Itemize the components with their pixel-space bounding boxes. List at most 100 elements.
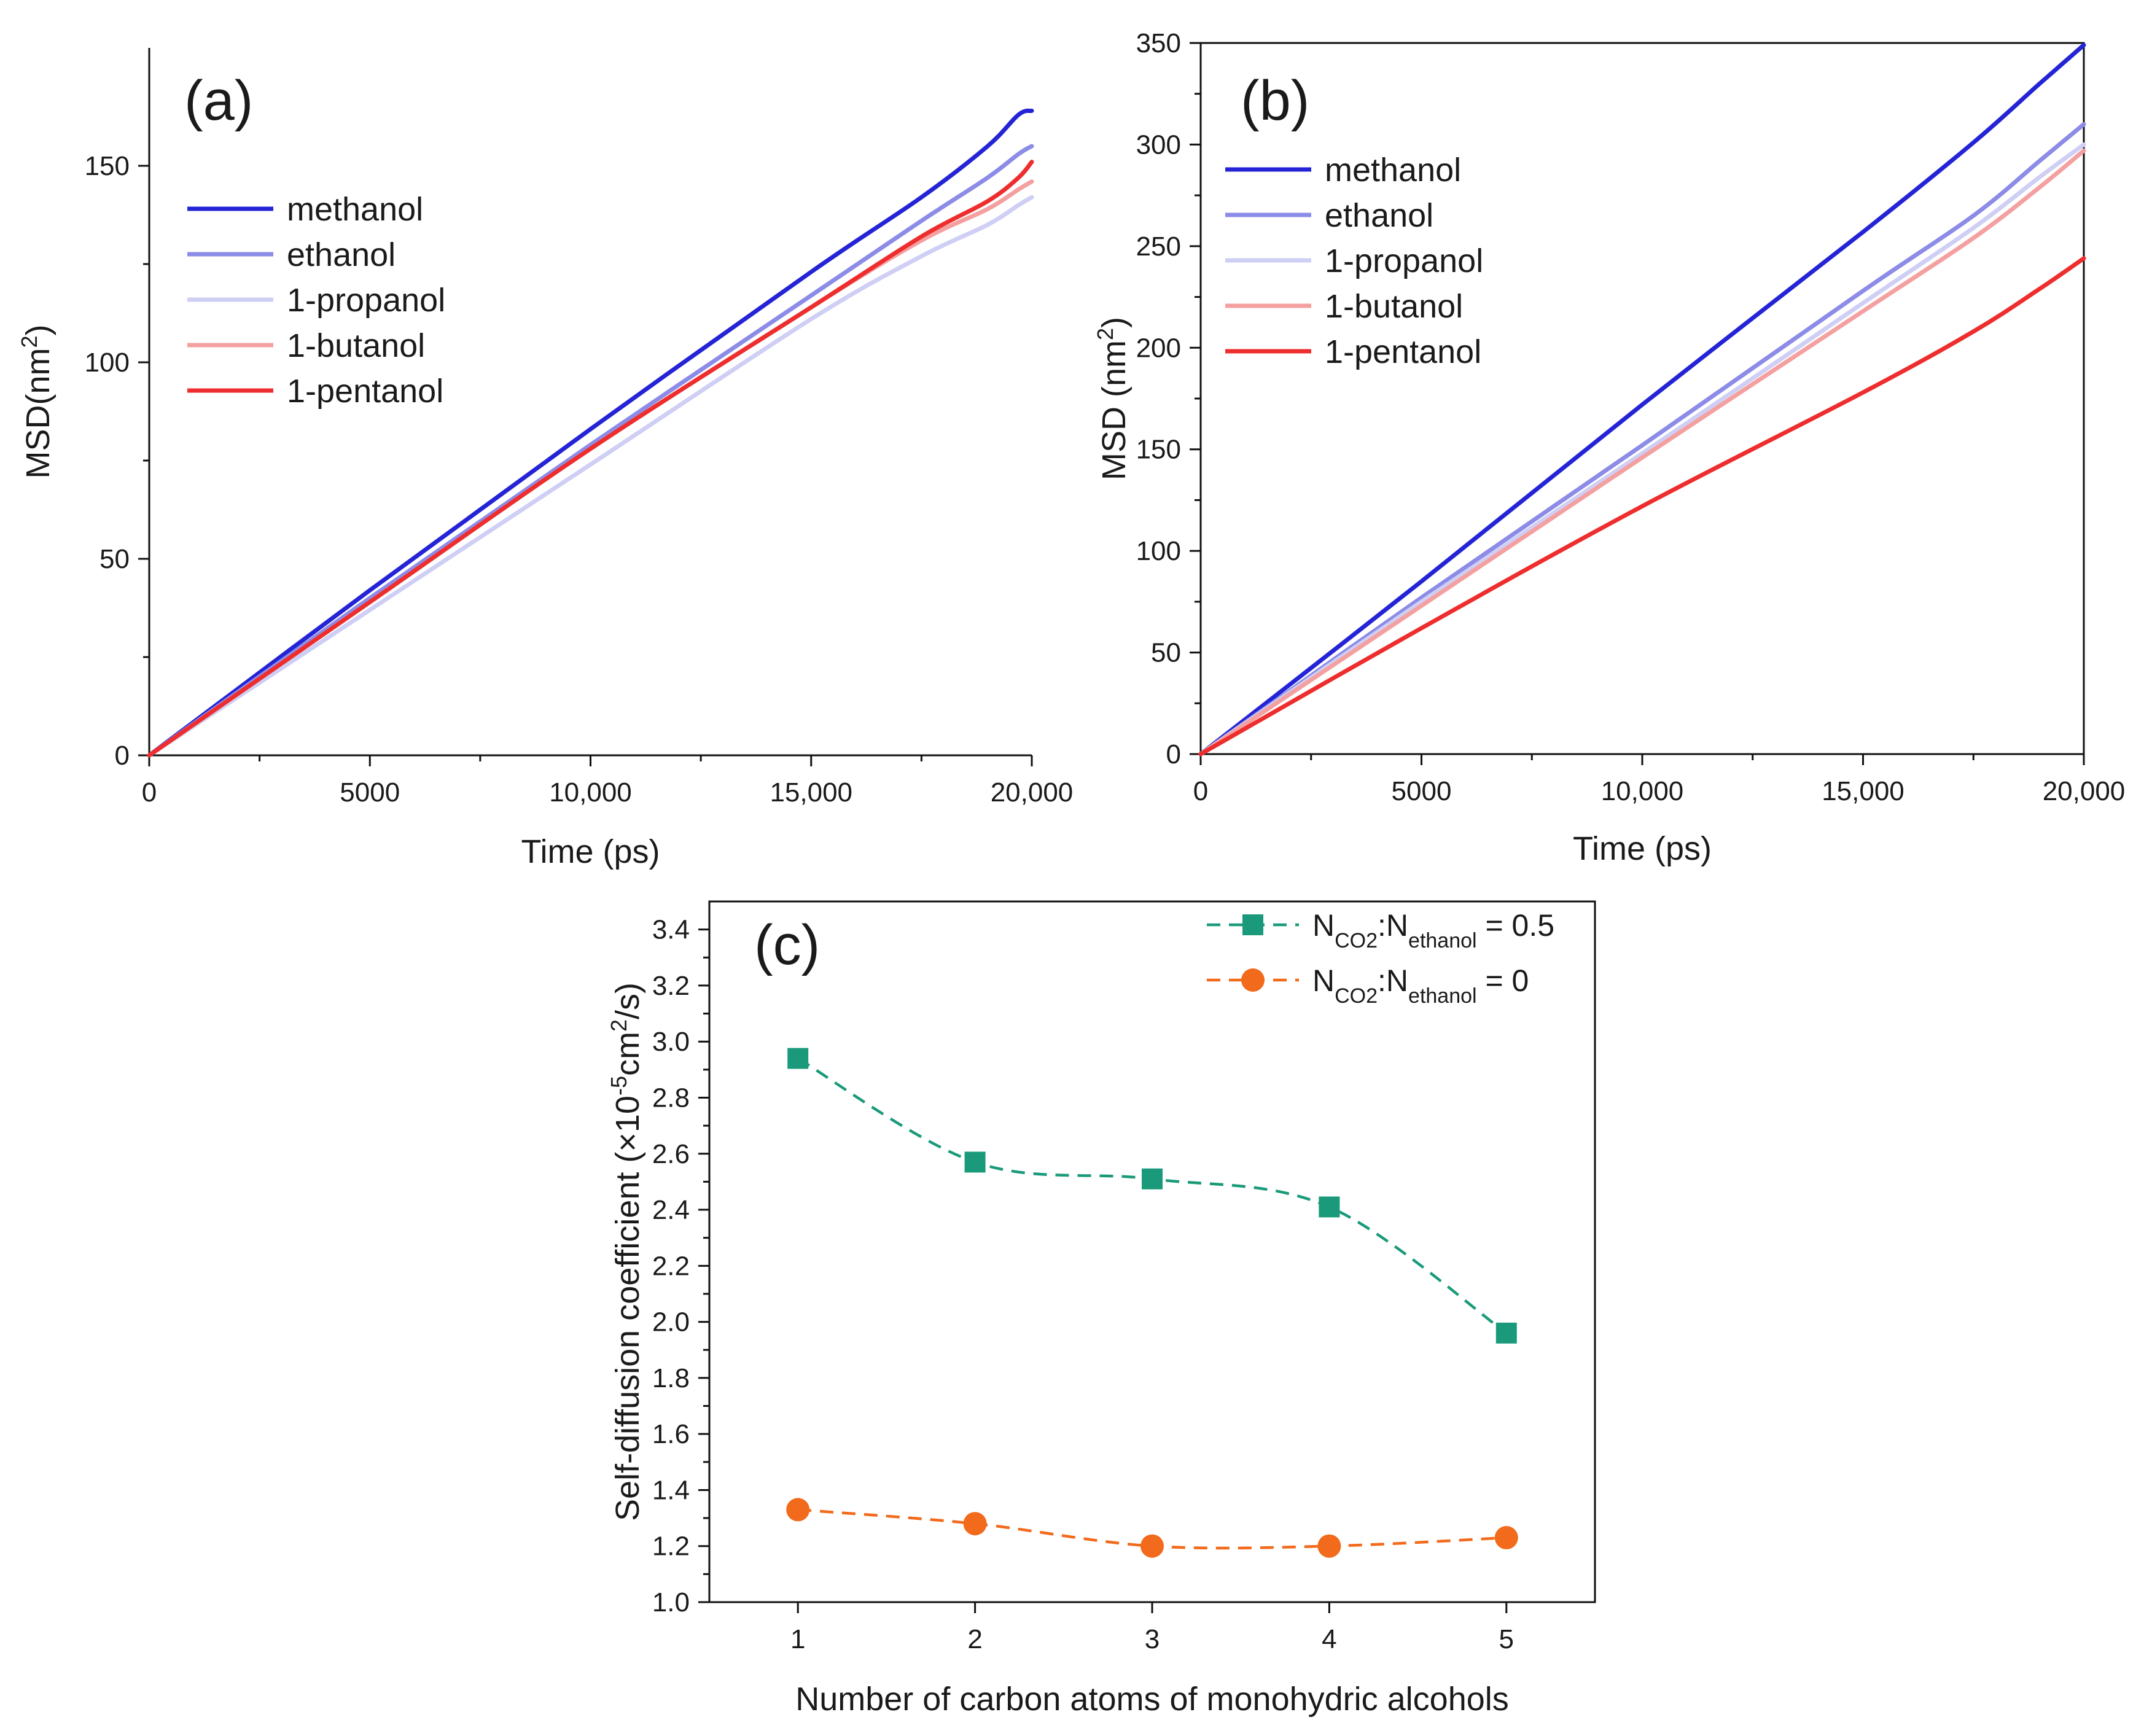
panel-b-msd-chart: 0 5000 10,000 15,000 20,000 0 50 100 150 200 250 30…: [1093, 28, 2126, 867]
y-tick-label: 50: [99, 544, 130, 574]
y-tick-label: 0: [1166, 739, 1181, 769]
y-tick-label: 1.6: [652, 1419, 690, 1449]
y-tick-label: 1.2: [652, 1532, 690, 1562]
text-part: ethanol: [1408, 984, 1477, 1008]
x-axis-title: Number of carbon atoms of monohydric alc…: [795, 1681, 1509, 1718]
y-tick-label: 2.0: [652, 1307, 690, 1337]
series-line-NCO2:Nethanol = 0.5: [797, 1057, 1508, 1334]
x-tick-label: 4: [1322, 1624, 1336, 1654]
legend-label: 1-pentanol: [287, 373, 443, 410]
y-tick-label: 250: [1136, 232, 1181, 262]
text-part: CO2: [1335, 929, 1378, 952]
y-tick-label: 50: [1151, 638, 1181, 668]
text-part: 2: [17, 335, 42, 348]
series-line-methanol: [1198, 42, 2086, 757]
series-line-1-pentanol: [147, 160, 1034, 758]
panel-label: (c): [754, 914, 820, 976]
text-part: MSD(nm: [20, 348, 57, 479]
x-tick-label: 0: [1193, 776, 1208, 806]
text-part: = 0: [1477, 963, 1529, 998]
legend-label: 1-propanol: [287, 282, 445, 319]
text-part: N: [1312, 963, 1335, 998]
legend-marker-circle: [1241, 968, 1265, 992]
y-tick-label: 2.8: [652, 1083, 690, 1113]
y-tick-label: 2.4: [652, 1195, 690, 1225]
x-tick-label: 5: [1499, 1624, 1514, 1654]
y-tick-label: 3.4: [652, 915, 690, 945]
data-point-circle: [786, 1498, 810, 1522]
y-tick-label: 100: [85, 348, 130, 378]
series-line-ethanol: [147, 144, 1034, 758]
x-tick-label: 5000: [340, 777, 400, 808]
x-axis-title: Time (ps): [521, 833, 660, 870]
y-axis-title: MSD(nm2): [17, 324, 57, 478]
legend-label: NCO2:Nethanol = 0: [1312, 963, 1529, 1008]
y-tick-label: 2.2: [652, 1251, 690, 1281]
y-tick-label: 1.0: [652, 1587, 690, 1617]
y-tick-label: 200: [1136, 333, 1181, 363]
series-line-methanol: [147, 108, 1034, 758]
y-tick-label: 2.6: [652, 1139, 690, 1169]
legend-label: ethanol: [1325, 197, 1433, 234]
legend-label: NCO2:Nethanol = 0.5: [1312, 908, 1554, 952]
text-part: cm: [609, 1032, 646, 1076]
axes-frame: [1199, 42, 2085, 755]
data-point-circle: [1140, 1534, 1164, 1558]
data-point-circle: [1494, 1526, 1518, 1550]
legend-label: methanol: [287, 191, 423, 228]
series-line-1-pentanol: [1198, 256, 2086, 757]
y-tick-label: 300: [1136, 130, 1181, 160]
text-part: ): [20, 324, 57, 335]
x-tick-label: 0: [142, 777, 157, 808]
text-part: :N: [1378, 908, 1408, 943]
series-line-ethanol: [1198, 122, 2086, 757]
series-line-1-propanol: [147, 195, 1034, 758]
x-tick-label: 10,000: [549, 777, 632, 808]
data-point-square: [1142, 1168, 1163, 1189]
data-point-square: [964, 1151, 986, 1173]
text-part: 2: [606, 1019, 631, 1032]
x-tick-label: 15,000: [1822, 776, 1904, 806]
text-part: ): [1096, 317, 1133, 328]
data-point-square: [1495, 1322, 1517, 1344]
text-part: ethanol: [1408, 929, 1477, 952]
legend-label: 1-pentanol: [1325, 333, 1481, 370]
text-part: -5: [606, 1076, 631, 1096]
x-tick-label: 20,000: [2043, 776, 2126, 806]
panel-label: (b): [1241, 69, 1309, 132]
series-line-1-butanol: [1198, 148, 2086, 757]
text-part: /s): [609, 983, 646, 1019]
panel-c-diffusion-chart: 1 2 3 4 5 1.0 1.2 1.4 1.6 1.8 2.0 2.2 2.4 2.6 2.8 3.0 3.…: [606, 900, 1596, 1718]
text-part: = 0.5: [1477, 908, 1555, 943]
panel-a-msd-chart: 0 5000 10,000 15,000 20,000 0 50 100 150 Time (ps…: [17, 48, 1073, 870]
x-axis-title: Time (ps): [1573, 830, 1712, 867]
y-axis-title: Self-diffusion coefficient (×10-5cm2/s): [606, 983, 647, 1521]
y-tick-label: 1.8: [652, 1363, 690, 1393]
y-tick-label: 100: [1136, 536, 1181, 566]
y-tick-label: 150: [1136, 435, 1181, 465]
y-axis-title: MSD (nm2): [1093, 317, 1133, 480]
legend-label: 1-butanol: [287, 327, 425, 364]
x-tick-label: 10,000: [1601, 776, 1684, 806]
text-part: MSD (nm: [1096, 340, 1133, 480]
data-point-square: [1319, 1196, 1340, 1218]
y-tick-label: 0: [115, 741, 130, 771]
y-tick-label: 3.2: [652, 971, 690, 1001]
y-tick-label: 150: [85, 151, 130, 181]
legend-label: methanol: [1325, 152, 1461, 189]
text-part: :N: [1378, 963, 1408, 998]
legend-label: 1-butanol: [1325, 288, 1463, 325]
legend-label: ethanol: [287, 236, 396, 273]
data-point-circle: [963, 1512, 987, 1536]
x-tick-label: 15,000: [770, 777, 852, 808]
x-tick-label: 2: [967, 1624, 982, 1654]
panel-label: (a): [184, 69, 253, 132]
series-line-1-propanol: [1198, 142, 2086, 757]
x-tick-label: 5000: [1392, 776, 1452, 806]
data-point-circle: [1317, 1534, 1341, 1558]
legend-label: 1-propanol: [1325, 243, 1483, 279]
legend-marker-square: [1242, 914, 1263, 935]
text-part: N: [1312, 908, 1335, 943]
x-tick-label: 3: [1145, 1624, 1160, 1654]
